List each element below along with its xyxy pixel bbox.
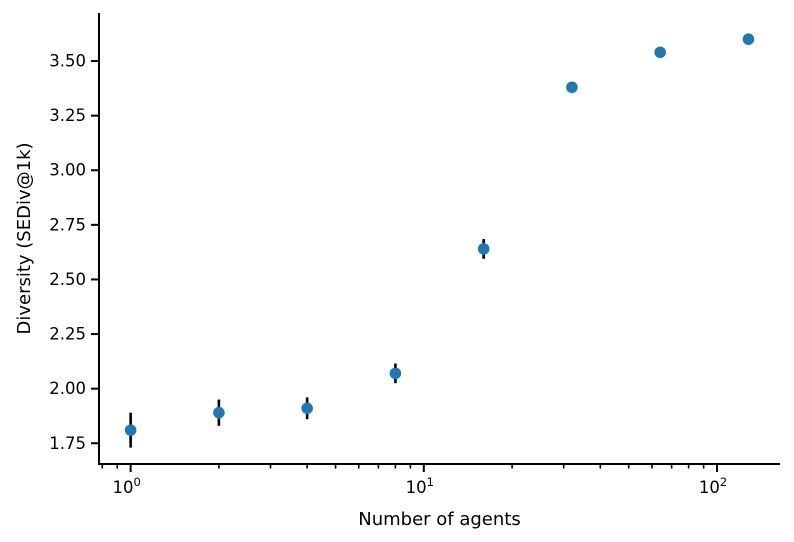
data-point [124, 424, 137, 436]
y-tick-label: 3.50 [49, 52, 86, 71]
x-axis-label: Number of agents [358, 509, 520, 530]
data-point [389, 367, 402, 380]
y-axis-label: Diversity (SEDiv@1k) [14, 142, 35, 334]
y-tick-label: 2.25 [49, 325, 86, 344]
data-point [213, 406, 225, 419]
data-point [301, 402, 313, 415]
x-tick-label: 102 [699, 475, 727, 497]
y-tick-label: 2.50 [49, 270, 86, 289]
x-tick-label: 100 [112, 475, 140, 497]
y-tick-label: 2.00 [49, 379, 86, 398]
x-tick-label: 101 [406, 475, 434, 497]
y-tick-label: 2.75 [49, 215, 86, 234]
y-tick-label: 1.75 [49, 434, 86, 453]
y-tick-label: 3.25 [49, 106, 86, 125]
data-point [566, 81, 578, 94]
data-point [654, 46, 666, 59]
data-point [742, 33, 755, 46]
y-tick-label: 3.00 [49, 161, 86, 180]
data-point [477, 243, 490, 255]
